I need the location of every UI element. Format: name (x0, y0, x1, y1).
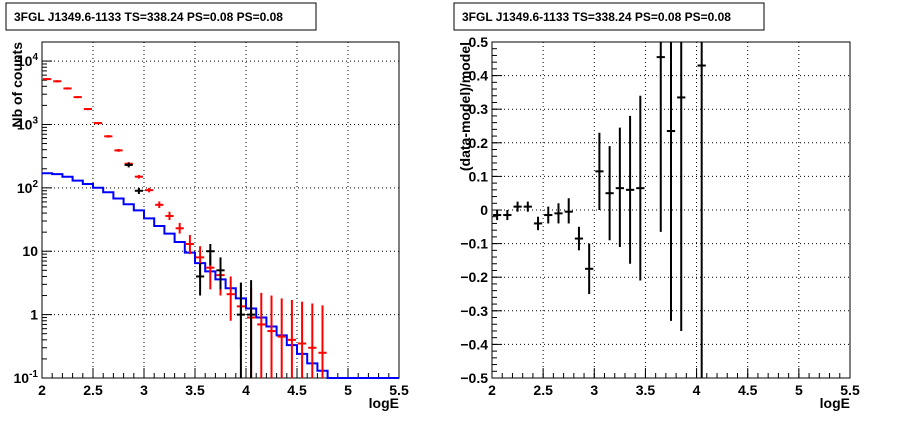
counts-x-tick-label: 2 (38, 382, 46, 398)
residual-y-tick-label: 0.2 (469, 135, 489, 151)
residual-x-tick-label: 2 (488, 382, 496, 398)
residual-y-tick-label: −0.2 (460, 269, 488, 285)
residual-x-tick-label: 4.5 (738, 382, 758, 398)
counts-y-tick-label: 1 (30, 307, 38, 323)
counts-title-box (5, 2, 317, 31)
residual-y-tick-label: 0 (480, 202, 488, 218)
counts-x-tick-label: 3 (140, 382, 148, 398)
counts-y-tick-label: 102 (17, 179, 39, 196)
residual-title: 3FGL J1349.6-1133 TS=338.24 PS=0.08 PS=0… (462, 10, 731, 24)
counts-title: 3FGL J1349.6-1133 TS=338.24 PS=0.08 PS=0… (14, 10, 283, 24)
residual-y-tick-label: 0.3 (469, 101, 489, 117)
residual-x-tick-label: 2.5 (533, 382, 553, 398)
residual-y-tick-label: −0.5 (460, 370, 488, 386)
residual-panel: 3FGL J1349.6-1133 TS=338.24 PS=0.08 PS=0… (453, 2, 860, 411)
residual-y-tick-label: −0.1 (460, 236, 488, 252)
counts-y-tick-label: 10-1 (14, 369, 39, 386)
counts-x-tick-label: 5 (344, 382, 352, 398)
residual-y-tick-label: 0.1 (469, 168, 489, 184)
counts-x-tick-label: 5.5 (389, 382, 409, 398)
residual-y-tick-label: 0.4 (469, 68, 489, 84)
counts-panel: 3FGL J1349.6-1133 TS=338.24 PS=0.08 PS=0… (5, 2, 409, 411)
counts-x-tick-label: 3.5 (185, 382, 205, 398)
residual-x-tick-label: 3 (590, 382, 598, 398)
counts-y-tick-label: 103 (17, 115, 39, 132)
residual-marks (493, 42, 706, 378)
residual-ticks: 2 2.5 3 3.5 4 4.5 5 5.5 0.5 0.4 0.3 0.2 0.1 0 −0.1 −0.2… (460, 34, 860, 398)
residual-x-tick-label: 5 (795, 382, 803, 398)
counts-y-tick-label: 104 (17, 52, 39, 69)
residual-x-axis-title: logE (820, 395, 850, 411)
counts-ticks: 2 2.5 3 3.5 4 4.5 5 5.5 10-1 1 10 102 103 104 (14, 41, 409, 398)
counts-x-tick-label: 4 (242, 382, 250, 398)
residual-y-tick-label: 0.5 (469, 34, 489, 50)
counts-plot-frame (41, 41, 400, 379)
counts-y-axis-title: Nb of counts (9, 42, 25, 128)
residual-y-tick-label: −0.4 (460, 336, 488, 352)
residual-title-box (453, 2, 765, 31)
residual-x-tick-label: 5.5 (840, 382, 860, 398)
residual-y-tick-label: −0.3 (460, 303, 488, 319)
residual-grid (492, 42, 850, 378)
counts-grid (42, 42, 399, 378)
counts-y-tick-label: 10 (22, 243, 38, 259)
counts-x-tick-label: 2.5 (83, 382, 103, 398)
residual-x-tick-label: 3.5 (636, 382, 656, 398)
residual-x-tick-label: 4 (693, 382, 701, 398)
counts-x-axis-title: logE (369, 395, 399, 411)
residual-y-axis-title: (data-model)/model (457, 42, 473, 171)
counts-x-tick-label: 4.5 (287, 382, 307, 398)
counts-marks (42, 78, 399, 379)
